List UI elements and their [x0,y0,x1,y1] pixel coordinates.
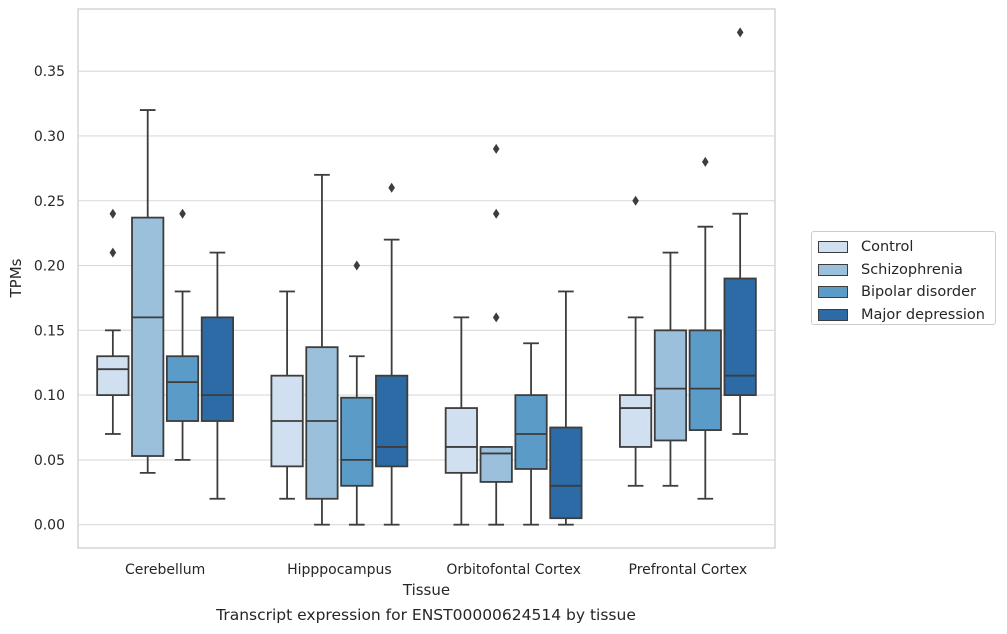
y-tick-label: 0.05 [34,453,65,469]
x-tick-label: Hipppocampus [287,562,392,578]
outlier-point [702,156,709,167]
box-2-2 [305,173,339,526]
outlier-point [179,208,186,219]
box-1-2 [270,290,304,500]
box-3-4 [688,156,722,500]
box [165,355,200,422]
box-1-3 [444,316,478,526]
box-4-4 [723,27,757,435]
y-tick-label: 0.30 [34,129,65,145]
box-2-4 [653,251,688,487]
box [723,277,757,397]
x-tick-label: Prefrontal Cortex [629,562,748,578]
outlier-point [109,208,117,219]
legend-item-bipolar: Bipolar disorder [818,281,995,304]
outlier-point [388,182,395,193]
box-1-1 [96,208,130,435]
box [200,316,234,422]
box [688,329,722,431]
figure-caption: Transcript expression for ENST0000062451… [216,606,636,624]
outlier-point [492,312,500,323]
y-tick-label: 0.00 [34,518,65,534]
box-4-3 [549,290,583,526]
grid-lines [78,70,775,526]
y-tick-label: 0.10 [34,388,65,404]
legend-item-major-depression: Major depression [818,304,995,327]
box-3-1 [165,208,200,461]
x-tick-label: Cerebellum [125,562,205,578]
box [479,446,513,483]
x-axis-title: Tissue [402,581,450,599]
legend-swatch [818,241,848,254]
outlier-point [632,195,639,206]
box [619,394,653,448]
box [444,407,478,474]
outlier-point [109,247,117,258]
legend-label: Schizophrenia [861,261,963,278]
x-tick-label: Orbitofontal Cortex [446,562,581,578]
y-axis-title: TPMs [7,258,25,298]
legend-swatch [818,308,848,321]
box-2-3 [479,143,513,526]
legend-item-control: Control [818,236,995,259]
x-tick-labels: Cerebellum Hipppocampus Orbitofontal Corte… [125,562,747,578]
box [375,374,409,468]
y-tick-labels: 0.00 0.05 0.10 0.15 0.20 0.25 0.30 0.35 [34,64,65,533]
outlier-point [736,27,744,38]
box-3-3 [514,342,548,526]
outlier-point [353,260,361,271]
y-tick-label: 0.25 [34,194,65,210]
legend-label: Major depression [861,306,985,323]
box-2-1 [131,109,165,474]
legend-label: Bipolar disorder [861,284,976,301]
plot-area [77,8,776,549]
box [653,329,688,442]
legend-swatch [818,263,848,276]
y-tick-label: 0.35 [34,64,65,80]
box-4-1 [200,251,234,500]
y-tick-label: 0.15 [34,323,65,339]
y-tick-label: 0.20 [34,259,65,275]
box [305,346,339,500]
box [514,394,548,470]
box [549,426,583,520]
box-3-2 [340,260,374,526]
box [96,355,130,397]
legend-label: Control [861,239,914,256]
box [340,396,374,487]
legend: Control Schizophrenia Bipolar disorder M… [811,231,996,325]
legend-item-schizophrenia: Schizophrenia [818,259,995,282]
legend-swatch [818,286,848,299]
outlier-point [492,143,500,154]
outlier-point [492,208,500,219]
box-4-2 [375,182,409,526]
box-1-4 [619,195,653,487]
box [131,216,165,457]
box-series [96,27,757,526]
